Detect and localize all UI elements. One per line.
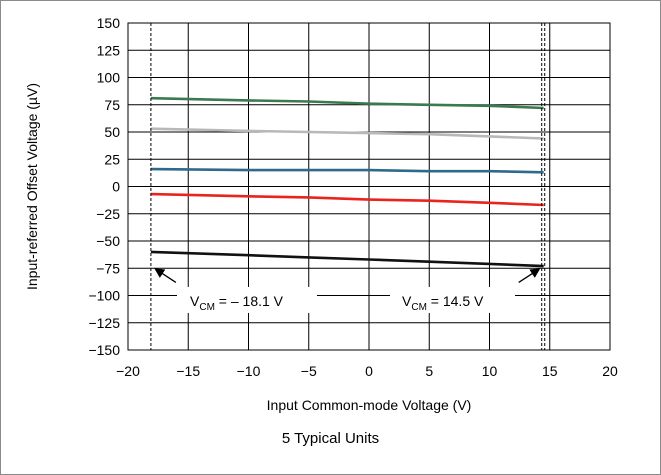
x-tick-label: 5 [425, 363, 433, 379]
x-axis-label: Input Common-mode Voltage (V) [267, 397, 472, 413]
x-tick-labels: −20 −15 −10 −5 0 5 10 15 20 [116, 363, 618, 379]
y-tick-labels: 150 125 100 75 50 25 0 −25 −50 −75 −100 −125 −150 [88, 15, 120, 358]
y-tick-label: 75 [104, 97, 120, 113]
y-tick-label: 150 [97, 15, 121, 31]
vcm-min-arrow [154, 268, 177, 283]
vcm-min-label-bg [177, 286, 317, 313]
y-axis-label: Input-referred Offset Voltage (µV) [24, 83, 40, 290]
x-tick-label: 15 [542, 363, 558, 379]
y-tick-label: 0 [112, 179, 120, 195]
y-tick-label: −25 [96, 206, 120, 222]
series-line-5 [150, 250, 544, 268]
series-group [150, 96, 544, 268]
x-tick-label: 10 [482, 363, 498, 379]
series-line-2 [150, 127, 544, 140]
x-tick-label: −5 [301, 363, 317, 379]
y-tick-label: −100 [88, 288, 120, 304]
x-tick-label: 0 [365, 363, 373, 379]
y-tick-label: −125 [88, 315, 120, 331]
y-tick-label: 100 [97, 70, 121, 86]
vcm-markers: VCM = – 18.1 V VCM = 14.5 V [150, 23, 546, 350]
y-tick-label: 125 [97, 42, 121, 58]
x-tick-label: −10 [237, 363, 261, 379]
y-tick-label: 25 [104, 151, 120, 167]
y-tick-label: −150 [88, 342, 120, 358]
vcm-max-label: VCM = 14.5 V [402, 293, 484, 313]
y-tick-label: 50 [104, 124, 120, 140]
series-line-4 [150, 192, 544, 207]
vcm-max-arrow [518, 268, 541, 283]
x-tick-label: 20 [602, 363, 618, 379]
plot-border [127, 22, 611, 351]
series-line-1 [150, 96, 544, 110]
caption: 5 Typical Units [281, 430, 380, 447]
offset-vs-vcm-chart: VCM = – 18.1 V VCM = 14.5 V −20 −15 −10 −5 0 5… [24, 15, 618, 413]
x-tick-label: −15 [176, 363, 200, 379]
y-tick-label: −75 [96, 260, 120, 276]
y-tick-label: −50 [96, 233, 120, 249]
vcm-min-label: VCM = – 18.1 V [190, 293, 284, 313]
vcm-max-label-bg [390, 286, 515, 313]
x-tick-label: −20 [116, 363, 140, 379]
series-line-3 [150, 167, 544, 174]
